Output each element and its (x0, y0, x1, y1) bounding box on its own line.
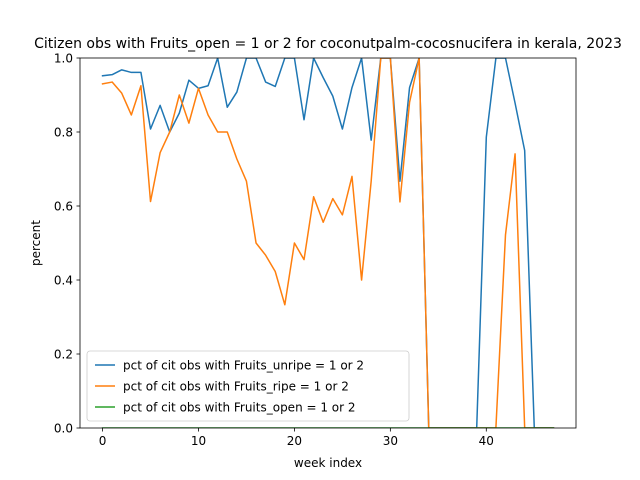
legend-label-0: pct of cit obs with Fruits_unripe = 1 or… (123, 358, 364, 372)
x-axis-ticks: 0 10 20 30 40 (99, 428, 494, 448)
plot-frame (79, 57, 577, 429)
y-tick-label: 0.8 (54, 125, 73, 139)
y-axis-label: percent (29, 220, 43, 266)
legend: pct of cit obs with Fruits_unripe = 1 or… (86, 350, 410, 422)
chart-title: Citizen obs with Fruits_open = 1 or 2 fo… (34, 36, 622, 52)
y-axis-ticks: 0.0 0.2 0.4 0.6 0.8 1.0 (54, 51, 80, 435)
y-tick-label: 0.4 (54, 273, 73, 287)
x-tick-label: 40 (479, 434, 494, 448)
legend-label-1: pct of cit obs with Fruits_ripe = 1 or 2 (123, 379, 349, 393)
x-axis-label: week index (294, 456, 362, 470)
y-tick-label: 0.0 (54, 421, 73, 435)
legend-label-2: pct of cit obs with Fruits_open = 1 or 2 (123, 400, 356, 414)
x-tick-label: 0 (99, 434, 107, 448)
y-tick-label: 0.2 (54, 347, 73, 361)
y-tick-label: 1.0 (54, 51, 73, 65)
legend-box (86, 350, 410, 422)
series-line-1 (101, 58, 555, 428)
series-layer (101, 58, 555, 428)
x-tick-label: 10 (191, 434, 206, 448)
y-tick-label: 0.6 (54, 199, 73, 213)
x-tick-label: 20 (287, 434, 302, 448)
series-line-0 (101, 58, 555, 428)
x-tick-label: 30 (383, 434, 398, 448)
